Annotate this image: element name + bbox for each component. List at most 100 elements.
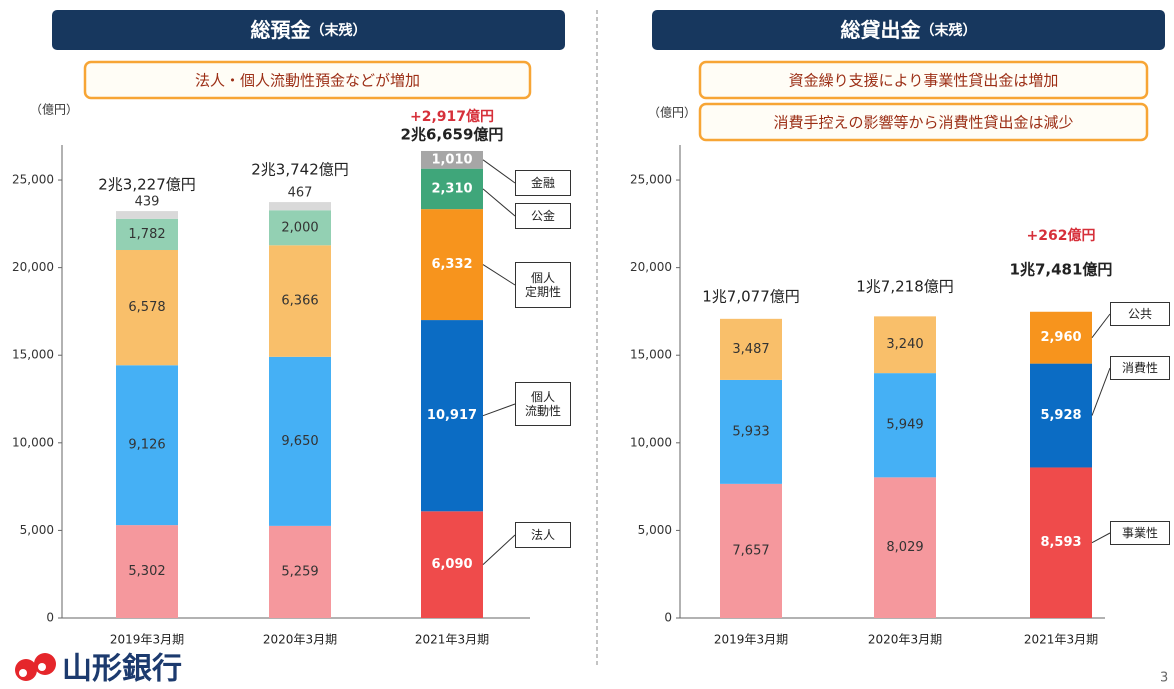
bar-segment <box>116 525 178 618</box>
bar-segment <box>874 316 936 374</box>
chart-panel: 総貸出金（末残） 資金繰り支援により事業性貸出金は増加消費手控えの影響等から消費性… <box>630 10 1165 647</box>
total-label: 1兆7,218億円 <box>856 278 954 296</box>
logo-icon <box>15 653 56 681</box>
x-tick-label: 2019年3月期 <box>714 633 788 647</box>
bar-segment <box>116 365 178 526</box>
value-label: 5,949 <box>886 418 923 433</box>
y-tick-label: 15,000 <box>12 348 54 362</box>
title-suffix: （末残） <box>921 22 977 39</box>
callout-line <box>1091 313 1111 338</box>
title-main: 総預金 <box>251 18 312 42</box>
legend-entry: 個人 定期性 <box>515 262 571 308</box>
value-label: 1,782 <box>128 227 165 242</box>
value-label: 5,928 <box>1040 408 1081 423</box>
chart-title: 総貸出金（末残） <box>841 18 977 42</box>
value-label: 6,578 <box>128 300 165 315</box>
logo-text: 山形銀行 <box>62 652 182 687</box>
callout-line <box>482 159 516 184</box>
chart-panel: 総預金（末残） 法人・個人流動性預金などが増加 （億円） 0 5,000 10,000 15… <box>12 10 565 647</box>
legend-entry: 消費性 <box>1110 356 1170 380</box>
bar-segment <box>1030 311 1092 364</box>
title-main: 総貸出金 <box>841 18 922 42</box>
value-label: 8,593 <box>1040 535 1081 550</box>
total-label: 2兆3,227億円 <box>98 176 196 194</box>
note: 法人・個人流動性預金などが増加 <box>195 72 420 90</box>
bar-segment <box>720 379 782 484</box>
note: 資金繰り支援により事業性貸出金は増加 <box>789 72 1059 90</box>
value-label: 6,366 <box>281 294 318 309</box>
legend-entry: 公共 <box>1110 302 1170 326</box>
value-label: 6,090 <box>431 557 472 572</box>
page-number: 3 <box>1160 671 1168 686</box>
bar-segment <box>421 150 483 169</box>
bar-segment <box>421 320 483 512</box>
bar-segment <box>269 525 331 618</box>
value-label: 8,029 <box>886 540 923 555</box>
callout-line <box>1091 532 1111 544</box>
callout-line <box>482 534 516 566</box>
value-label: 7,657 <box>732 543 769 558</box>
legend-entry: 法人 <box>515 522 571 548</box>
y-axis-label: （億円） <box>30 103 78 117</box>
note-box <box>83 60 532 100</box>
callout-line <box>482 403 516 417</box>
bar-segment <box>116 218 178 251</box>
note-box <box>698 60 1149 100</box>
value-label: 9,650 <box>281 434 318 449</box>
bar-segment <box>269 245 331 357</box>
y-tick-label: 20,000 <box>630 260 672 274</box>
value-label: 10,917 <box>427 408 477 423</box>
bar-segment <box>421 511 483 618</box>
bar-segment <box>1030 467 1092 618</box>
value-label: 3,240 <box>886 337 923 352</box>
note-box <box>698 102 1149 142</box>
value-label: 1,010 <box>431 152 472 167</box>
value-label: 5,259 <box>281 564 318 579</box>
value-label: 2,000 <box>281 220 318 235</box>
bar-segment <box>874 373 936 478</box>
x-tick-label: 2019年3月期 <box>110 633 184 647</box>
value-label: 439 <box>135 195 160 210</box>
y-tick-label: 15,000 <box>630 348 672 362</box>
value-label: 9,126 <box>128 438 165 453</box>
title-suffix: （末残） <box>311 22 367 39</box>
value-label: 2,960 <box>1040 330 1081 345</box>
y-tick-label: 25,000 <box>630 173 672 187</box>
total-label: 1兆7,481億円 <box>1010 261 1113 279</box>
bar-segment <box>116 211 178 219</box>
bar-segment <box>269 356 331 526</box>
bar-segment <box>116 250 178 366</box>
y-tick-label: 0 <box>664 611 672 625</box>
y-tick-label: 10,000 <box>12 435 54 449</box>
value-label: 2,310 <box>431 181 472 196</box>
value-label: 467 <box>288 186 313 201</box>
y-tick-label: 5,000 <box>20 523 54 537</box>
value-label: 5,302 <box>128 564 165 579</box>
total-label: 1兆7,077億円 <box>702 288 800 306</box>
bar-segment <box>720 318 782 380</box>
callout-line <box>482 264 516 286</box>
total-label: 2兆6,659億円 <box>401 126 504 144</box>
value-label: 5,933 <box>732 424 769 439</box>
value-label: 3,487 <box>732 342 769 357</box>
value-label: 6,332 <box>431 257 472 272</box>
y-tick-label: 0 <box>46 611 54 625</box>
bar-segment <box>874 477 936 618</box>
x-tick-label: 2020年3月期 <box>868 633 942 647</box>
callout-line <box>482 188 516 217</box>
bar-segment <box>269 210 331 246</box>
y-tick-label: 25,000 <box>12 173 54 187</box>
legend-entry: 公金 <box>515 203 571 229</box>
x-tick-label: 2021年3月期 <box>415 633 489 647</box>
annotation: +2,917億円 <box>410 108 494 125</box>
bar-segment <box>1030 363 1092 468</box>
bar-segment <box>421 209 483 321</box>
callout-line <box>1091 367 1111 416</box>
y-tick-label: 10,000 <box>630 435 672 449</box>
annotation: +262億円 <box>1027 227 1096 244</box>
legend-entry: 個人 流動性 <box>515 382 571 426</box>
header <box>652 10 1165 50</box>
y-tick-label: 20,000 <box>12 260 54 274</box>
